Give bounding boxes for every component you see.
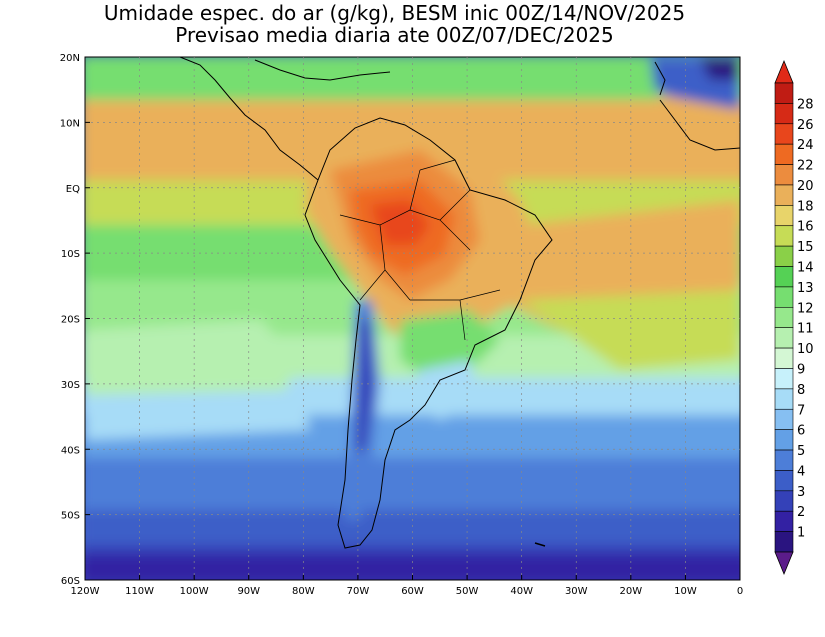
lat-label: 30S — [61, 380, 80, 391]
colorbar-swatch — [774, 429, 794, 451]
lat-label: EQ — [66, 184, 80, 195]
colorbar-swatch — [774, 123, 794, 145]
map-title-line-2: Previsao media diaria ate 00Z/07/DEC/202… — [175, 23, 614, 47]
colorbar-swatch — [774, 408, 794, 430]
colorbar-swatch — [774, 184, 794, 206]
lon-label: 50W — [456, 586, 479, 597]
lon-label: 100W — [180, 586, 209, 597]
humidity-field — [85, 57, 740, 580]
lon-label: 0 — [737, 586, 743, 597]
colorbar-level-label: 4 — [797, 464, 805, 479]
lat-label: 20S — [61, 315, 80, 326]
colorbar-swatch — [774, 388, 794, 410]
colorbar-swatch — [774, 327, 794, 349]
colorbar-level-label: 5 — [797, 444, 805, 459]
colorbar-swatch — [774, 82, 794, 104]
colorbar-level-label: 22 — [797, 159, 814, 174]
colorbar-swatch — [774, 347, 794, 369]
colorbar-level-label: 8 — [797, 383, 805, 398]
colorbar-level-label: 10 — [797, 342, 814, 357]
lon-label: 20W — [620, 586, 643, 597]
colorbar-swatch — [774, 164, 794, 186]
lon-label: 70W — [347, 586, 370, 597]
lon-label: 80W — [292, 586, 315, 597]
colorbar-swatch — [774, 245, 794, 267]
gridlines — [84, 56, 741, 581]
colorbar-swatch — [774, 266, 794, 288]
colorbar-swatch — [774, 286, 794, 308]
lat-label: 10S — [61, 249, 80, 260]
lon-label: 30W — [565, 586, 588, 597]
colorbar-level-label: 13 — [797, 281, 814, 296]
colorbar-level-label: 2 — [797, 505, 805, 520]
colorbar-under-triangle — [774, 551, 794, 576]
colorbar-level-label: 15 — [797, 240, 814, 255]
colorbar-level-label: 7 — [797, 403, 805, 418]
colorbar-swatch — [774, 449, 794, 471]
colorbar-level-label: 3 — [797, 485, 805, 500]
colorbar-level-label: 9 — [797, 362, 805, 377]
lat-label: 20N — [60, 53, 80, 64]
colorbar-level-label: 24 — [797, 138, 814, 153]
colorbar-level-label: 18 — [797, 199, 814, 214]
colorbar-swatch — [774, 225, 794, 247]
colorbar-swatch — [774, 103, 794, 125]
colorbar-over-triangle — [774, 59, 794, 84]
lat-label: 50S — [61, 511, 80, 522]
map-title-line-1: Umidade espec. do ar (g/kg), BESM inic 0… — [103, 1, 686, 25]
colorbar-level-label: 14 — [797, 261, 814, 276]
colorbar-level-label: 16 — [797, 220, 814, 235]
colorbar-level-label: 12 — [797, 301, 814, 316]
latitude-labels: 20N 10N EQ 10S 20S 30S 40S 50S 60S — [60, 53, 80, 587]
colorbar-swatch — [774, 368, 794, 390]
lon-label: 60W — [401, 586, 424, 597]
colorbar-level-label: 20 — [797, 179, 814, 194]
colorbar-swatch — [774, 510, 794, 532]
colorbar-swatch — [774, 470, 794, 492]
colorbar-swatch — [774, 143, 794, 165]
lat-label: 10N — [60, 118, 80, 129]
coastlines — [179, 56, 741, 549]
colorbar-swatch — [774, 205, 794, 227]
lon-label: 120W — [71, 586, 100, 597]
colorbar-level-label: 6 — [797, 424, 805, 439]
colorbar-level-label: 26 — [797, 118, 814, 133]
colorbar-swatch — [774, 490, 794, 512]
lon-label: 110W — [125, 586, 154, 597]
colorbar-swatch — [774, 307, 794, 328]
colorbar-level-label: 1 — [797, 526, 805, 541]
lat-label: 40S — [61, 445, 80, 456]
lon-label: 10W — [674, 586, 697, 597]
lon-label: 90W — [237, 586, 260, 597]
longitude-labels: 120W 110W 100W 90W 80W 70W 60W 50W 40W 30W 20W 10W 0 — [71, 586, 744, 597]
colorbar-swatch — [774, 531, 794, 553]
colorbar-level-label: 11 — [797, 322, 814, 337]
lon-label: 40W — [510, 586, 533, 597]
lat-label: 60S — [61, 576, 80, 587]
colorbar-level-label: 28 — [797, 97, 814, 112]
